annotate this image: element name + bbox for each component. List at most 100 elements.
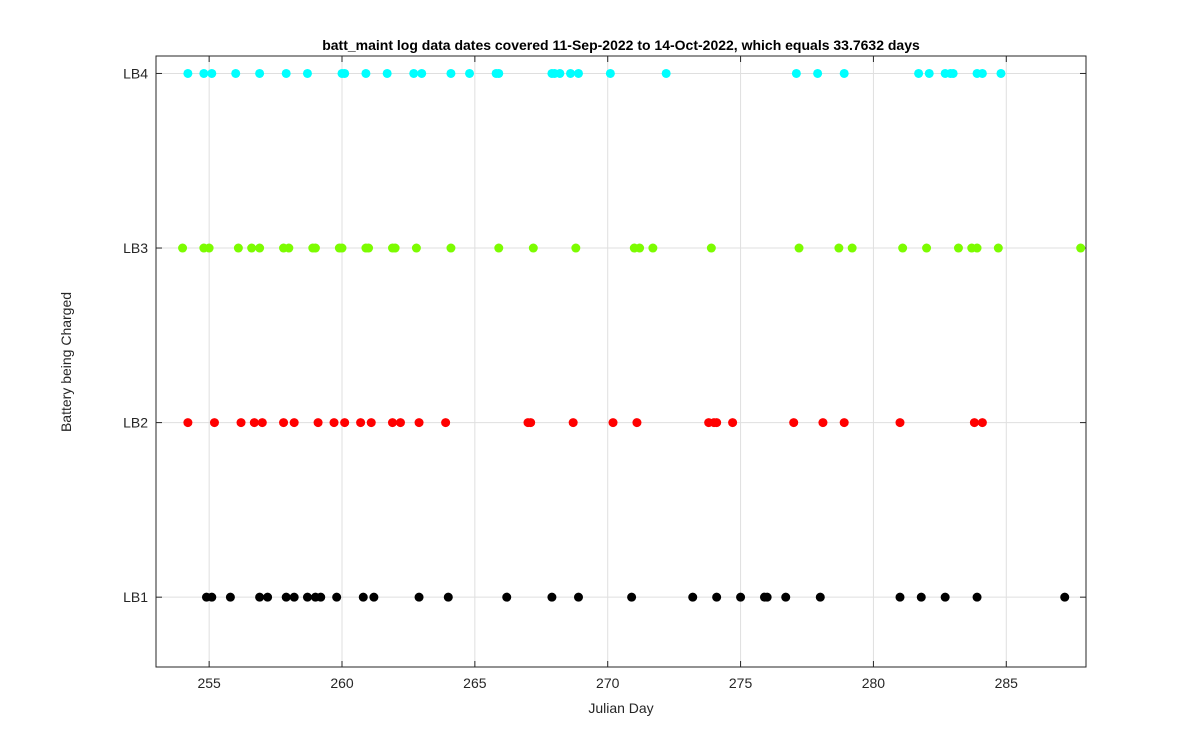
data-point [736,592,746,602]
data-point [209,418,219,428]
data-point [281,68,291,78]
data-point [794,243,804,253]
y-tick-label: LB2 [123,415,148,431]
data-point [263,592,273,602]
data-point [502,592,512,602]
data-point [839,418,849,428]
data-point [573,68,583,78]
data-point [781,592,791,602]
data-point [555,68,565,78]
data-point [791,68,801,78]
data-point [361,68,371,78]
data-point [547,592,557,602]
data-point [207,68,217,78]
data-point [310,243,320,253]
series-1 [201,592,1070,602]
data-point [337,243,347,253]
grid-lines [156,56,1086,667]
data-point [183,418,193,428]
data-point [895,592,905,602]
data-point [627,592,637,602]
data-point [1076,243,1086,253]
data-point [528,243,538,253]
data-point [204,243,214,253]
data-point [358,592,368,602]
x-tick-label: 260 [330,675,354,691]
data-point [369,592,379,602]
chart-title: batt_maint log data dates covered 11-Sep… [322,37,920,53]
data-point [255,592,265,602]
x-tick-label: 280 [862,675,886,691]
data-point [815,592,825,602]
data-point [236,418,246,428]
x-tick-label: 255 [197,675,221,691]
y-tick-label: LB1 [123,589,148,605]
data-point [340,68,350,78]
data-point [632,418,642,428]
data-point [526,418,536,428]
data-point [446,68,456,78]
data-point [922,243,932,253]
data-point [977,68,987,78]
data-point [712,418,722,428]
data-point [247,243,257,253]
data-point [608,418,618,428]
data-point [414,592,424,602]
data-point [924,68,934,78]
data-point [395,418,405,428]
data-point [255,243,265,253]
data-point [916,592,926,602]
x-axis-label: Julian Day [588,700,653,716]
data-point [895,418,905,428]
data-point [972,592,982,602]
data-point [284,243,294,253]
data-point [706,243,716,253]
data-point [329,418,339,428]
data-point [414,418,424,428]
data-point [332,592,342,602]
data-point [953,243,963,253]
data-point [390,243,400,253]
y-tick-label: LB4 [123,65,148,81]
data-point [834,243,844,253]
data-point [249,418,259,428]
data-point [1060,592,1070,602]
data-point [313,418,323,428]
data-point [302,68,312,78]
data-point [446,243,456,253]
data-point [340,418,350,428]
data-point [356,418,366,428]
data-point [382,68,392,78]
data-point [977,418,987,428]
data-point [818,418,828,428]
data-point [728,418,738,428]
data-point [914,68,924,78]
data-point [316,592,326,602]
data-point [302,592,312,602]
series-2 [183,418,987,428]
data-point [207,592,217,602]
data-point [898,243,908,253]
x-tick-label: 270 [596,675,620,691]
data-point [648,243,658,253]
data-point [417,68,427,78]
data-point [279,418,289,428]
data-point [571,243,581,253]
data-point [847,243,857,253]
data-point [996,68,1006,78]
data-point [231,68,241,78]
y-tick-label: LB3 [123,240,148,256]
data-point [712,592,722,602]
plot-frame [155,55,1087,668]
data-point [364,243,374,253]
data-point [993,243,1003,253]
data-point [494,243,504,253]
data-point [661,68,671,78]
x-tick-label: 285 [995,675,1019,691]
series-4 [183,68,1006,78]
data-point [257,418,267,428]
data-point [972,243,982,253]
data-point [813,68,823,78]
data-point [566,68,576,78]
